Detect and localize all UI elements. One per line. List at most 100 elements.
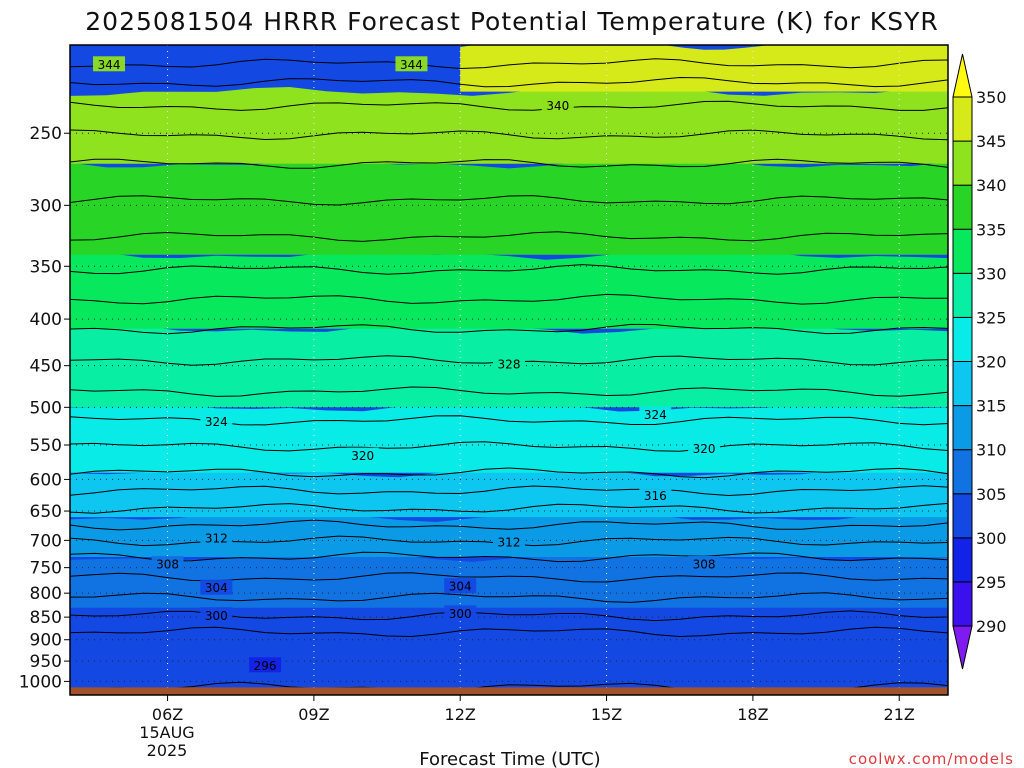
y-tick-label-650: 650 [30,502,62,522]
contour-314 [70,519,948,531]
contour-label-320: 320 [346,447,379,463]
contour-label-text: 300 [205,609,228,623]
contour-326 [70,386,948,397]
band-305-310 [70,552,948,608]
plot-frame [69,44,949,696]
x-tick-label-09Z: 09Z [298,705,329,724]
colorbar-label-335: 335 [976,220,1007,239]
contour-label-text: 316 [644,489,667,503]
x-date-label-day: 15AUG [139,723,194,742]
surface-ground [70,687,948,695]
contour-318 [70,485,948,497]
contour-label-text: 320 [351,449,374,463]
contour-316 [70,502,948,514]
contour-label-344: 344 [93,56,126,72]
filled-bands [70,45,948,688]
contour-label-296: 296 [249,657,282,673]
contour-label-text: 312 [205,532,228,546]
contour-label-324: 324 [200,413,233,429]
colorbar-segment-325 [952,272,973,318]
colorbar-segment-345 [952,96,973,142]
contour-label-text: 344 [400,58,423,72]
contour-labels: 344 344 340 328 324 324 320 320 316 312 312 308 308 3… [93,56,721,673]
band-315-320 [70,468,948,518]
y-tick-label-950: 950 [30,652,62,672]
contour-label-344: 344 [395,56,428,72]
colorbar: 290 295 300 305 310 315 320 325 330 335 340 345 350 [952,53,1007,670]
contour-340 [70,158,948,169]
colorbar-segment-290 [952,581,973,627]
contour-label-text: 304 [205,581,228,595]
band-330-335 [70,250,948,329]
x-tick-label-12Z: 12Z [445,705,476,724]
colorbar-label-310: 310 [976,441,1007,460]
band-300-305 [70,603,948,688]
colorbar-label-295: 295 [976,573,1007,592]
y-tick-label-250: 250 [30,124,62,144]
contour-label-text: 324 [644,408,667,422]
contour-label-340: 340 [541,97,574,113]
contour-label-304: 304 [444,578,477,594]
y-tick-label-400: 400 [30,310,62,330]
colorbar-label-290: 290 [976,617,1007,636]
y-tick-label-850: 850 [30,608,62,628]
contour-label-328: 328 [493,355,525,371]
band-335-340 [70,158,948,255]
contour-302 [70,626,948,638]
contour-label-308: 308 [151,555,184,571]
contour-label-text: 320 [693,442,716,456]
plot-area: 344 344 340 328 324 324 320 320 316 312 312 308 308 3… [70,45,948,695]
colorbar-extend-high [952,53,973,98]
colorbar-label-330: 330 [976,264,1007,283]
contour-label-304: 304 [200,579,233,595]
x-axis: 06Z 09Z 12Z 15Z 18Z 21Z [152,695,915,724]
contour-320 [70,467,948,479]
contour-310 [70,551,948,563]
y-tick-label-600: 600 [30,470,62,490]
contour-344 [70,100,948,111]
y-tick-label-300: 300 [30,196,62,216]
contour-label-320: 320 [688,440,721,456]
contour-322 [70,441,948,452]
contour-label-324: 324 [639,406,672,422]
colorbar-label-320: 320 [976,353,1007,372]
y-tick-label-450: 450 [30,357,62,377]
colorbar-extend-low [952,625,973,670]
colorbar-label-345: 345 [976,132,1007,151]
colorbar-label-350: 350 [976,88,1007,107]
colorbar-segment-335 [952,184,973,230]
contour-label-text: 344 [98,58,121,72]
contour-330 [70,323,948,335]
colorbar-label-300: 300 [976,529,1007,548]
colorbar-segment-330 [952,228,973,274]
contour-label-300: 300 [444,605,477,621]
y-tick-label-500: 500 [30,398,62,418]
credit-text: coolwx.com/models [849,750,1014,768]
contour-label-text: 312 [498,536,521,550]
contour-334 [70,264,948,275]
contour-label-308: 308 [688,555,721,571]
band-340-345 [70,86,948,164]
x-tick-label-18Z: 18Z [737,705,768,724]
y-tick-label-550: 550 [30,436,62,456]
y-tick-label-900: 900 [30,631,62,651]
contour-label-text: 304 [449,580,472,594]
contour-label-text: 300 [449,607,472,621]
colorbar-label-325: 325 [976,308,1007,327]
y-tick-label-800: 800 [30,584,62,604]
y-tick-label-350: 350 [30,257,62,277]
colorbar-label-340: 340 [976,176,1007,195]
colorbar-label-305: 305 [976,485,1007,504]
y-tick-label-700: 700 [30,531,62,551]
contour-label-312: 312 [493,534,525,550]
contour-332 [70,293,948,305]
colorbar-segment-300 [952,493,973,539]
colorbar-label-315: 315 [976,397,1007,416]
colorbar-segment-315 [952,361,973,407]
colorbar-segment-310 [952,405,973,451]
y-tick-label-1000: 1000 [19,672,62,692]
contour-label-text: 308 [156,557,179,571]
x-tick-label-15Z: 15Z [591,705,622,724]
contour-label-text: 296 [254,659,277,673]
